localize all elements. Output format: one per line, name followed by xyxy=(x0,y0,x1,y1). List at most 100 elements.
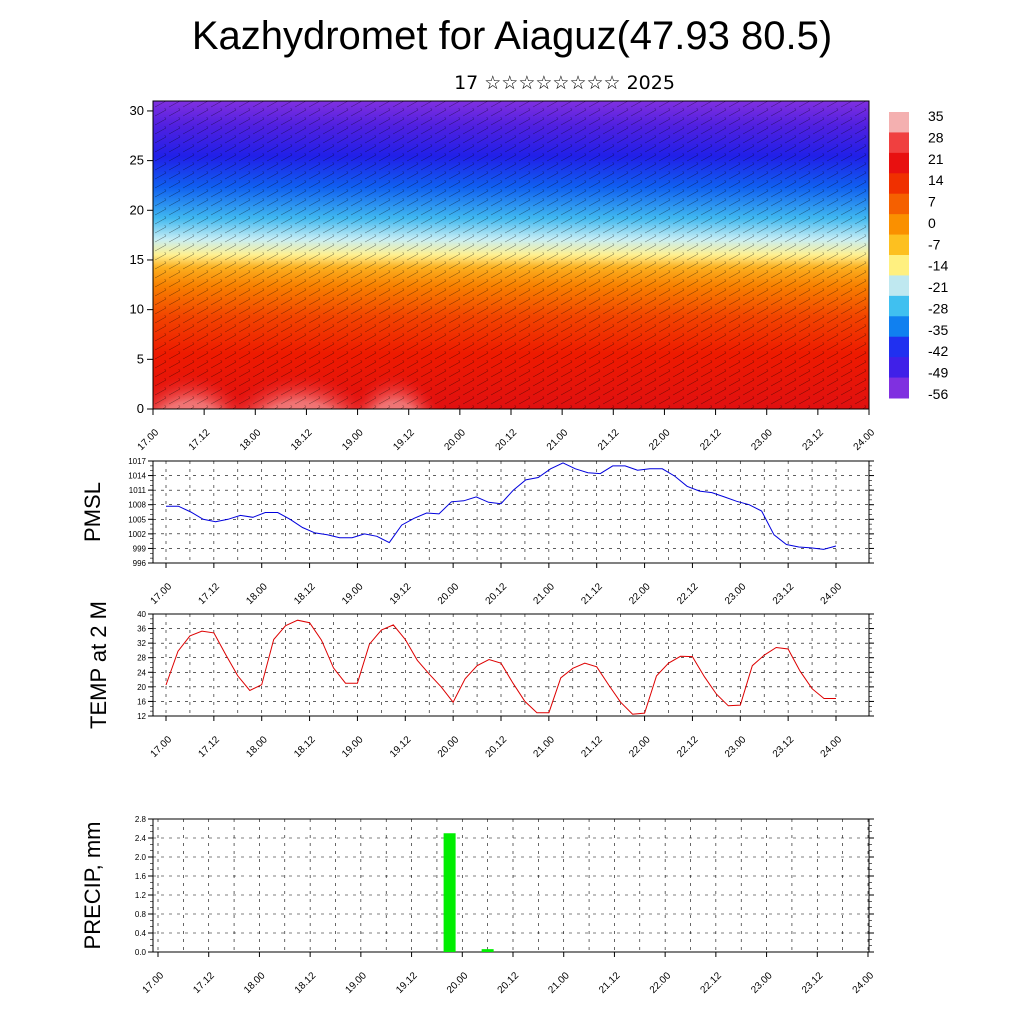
colorbar-segment xyxy=(889,275,909,297)
pmsl-xtick-label: 24.00 xyxy=(819,581,845,607)
precip-xtick-label: 19.00 xyxy=(344,970,370,996)
precip-bar xyxy=(481,949,494,952)
pmsl-ytick-label: 1002 xyxy=(128,530,146,539)
temp-ytick-label: 12 xyxy=(137,712,146,721)
precip-frame xyxy=(152,818,870,953)
temp-series-line xyxy=(165,619,836,715)
colorbar-segment xyxy=(889,357,909,379)
temp-xtick-label: 22.12 xyxy=(675,734,701,760)
heatmap-xtick-label: 23.12 xyxy=(801,427,827,453)
pmsl-xtick-label: 18.00 xyxy=(244,581,270,607)
temp-xtick-label: 24.00 xyxy=(819,734,845,760)
pmsl-ytick-label: 1014 xyxy=(128,472,146,481)
pmsl-xtick-label: 20.00 xyxy=(436,581,462,607)
precip-xtick-label: 21.12 xyxy=(597,970,623,996)
colorbar-segment xyxy=(889,152,909,174)
temp-xtick-label: 21.00 xyxy=(532,734,558,760)
colorbar-label: 21 xyxy=(928,151,944,167)
pmsl-xtick-label: 18.12 xyxy=(292,581,318,607)
pmsl-ytick-label: 1008 xyxy=(128,501,146,510)
precip-xtick-label: 20.00 xyxy=(445,970,471,996)
colorbar-segment xyxy=(889,336,909,358)
pmsl-xtick-label: 22.00 xyxy=(627,581,653,607)
precip-xtick-label: 17.12 xyxy=(191,970,217,996)
temp-xtick-label: 17.12 xyxy=(197,734,223,760)
heatmap-xtick-label: 20.00 xyxy=(443,427,469,453)
colorbar-label: -56 xyxy=(928,386,948,402)
pmsl-xtick-label: 22.12 xyxy=(675,581,701,607)
precip-xtick-label: 22.00 xyxy=(648,970,674,996)
pmsl-ytick-label: 1017 xyxy=(128,457,146,466)
colorbar-label: 7 xyxy=(928,194,936,210)
colorbar-segment xyxy=(889,193,909,215)
temp-xtick-label: 21.12 xyxy=(579,734,605,760)
heatmap-ytick-label: 5 xyxy=(137,351,144,366)
pmsl-panel: 996 999 1002 1005 1008 1011 1014 1017 17.00 17.12… xyxy=(80,457,874,607)
pmsl-xtick-label: 20.12 xyxy=(484,581,510,607)
heatmap-xtick-label: 21.00 xyxy=(545,427,571,453)
heatmap-xtick-label: 22.12 xyxy=(698,427,724,453)
pmsl-ytick-label: 1005 xyxy=(128,515,146,524)
temp-ytick-label: 40 xyxy=(137,610,146,619)
heatmap-xtick-label: 18.00 xyxy=(238,427,264,453)
temp-xtick-label: 19.00 xyxy=(340,734,366,760)
colorbar-label: -28 xyxy=(928,300,948,316)
colorbar-segment xyxy=(889,214,909,236)
temp-frame xyxy=(152,613,870,717)
temp-xtick-label: 17.00 xyxy=(149,734,175,760)
pmsl-xtick-label: 17.00 xyxy=(149,581,175,607)
precip-xtick-label: 18.12 xyxy=(293,970,319,996)
heatmap-xtick-label: 20.12 xyxy=(494,427,520,453)
colorbar-label: 28 xyxy=(928,129,944,145)
precip-ytick-label: 0.0 xyxy=(135,948,147,957)
precip-ytick-label: 2.0 xyxy=(135,853,147,862)
temp-ytick-label: 24 xyxy=(137,668,146,677)
precip-ytick-label: 1.2 xyxy=(135,891,147,900)
pmsl-xtick-label: 19.12 xyxy=(388,581,414,607)
precip-xtick-label: 20.12 xyxy=(496,970,522,996)
heatmap-xtick-label: 18.12 xyxy=(289,427,315,453)
colorbar-segment xyxy=(889,316,909,338)
colorbar-segment xyxy=(889,377,909,399)
precip-xtick-label: 24.00 xyxy=(851,970,877,996)
temp-xtick-label: 18.12 xyxy=(292,734,318,760)
precip-ytick-label: 2.4 xyxy=(135,834,147,843)
heatmap-xtick-label: 19.00 xyxy=(340,427,366,453)
heatmap-xtick-label: 23.00 xyxy=(749,427,775,453)
heatmap-xtick-label: 22.00 xyxy=(647,427,673,453)
heatmap-panel: 0 5 10 15 20 25 30 17.00 17.12 18.00 18.12 19.00 19.… xyxy=(130,100,878,453)
heatmap-ytick-label: 20 xyxy=(130,202,144,217)
precip-xtick-label: 21.00 xyxy=(546,970,572,996)
precip-ylabel: PRECIP, mm xyxy=(80,822,105,950)
pmsl-xtick-label: 19.00 xyxy=(340,581,366,607)
temp-xtick-label: 22.00 xyxy=(627,734,653,760)
heatmap-ytick-label: 0 xyxy=(137,401,144,416)
pmsl-xtick-label: 21.00 xyxy=(532,581,558,607)
precip-panel: 0.0 0.4 0.8 1.2 1.6 2.0 2.4 2.8 17.00 17.12 18.00 1… xyxy=(80,815,876,996)
heatmap-ytick-label: 30 xyxy=(130,103,144,118)
precip-xtick-label: 23.00 xyxy=(749,970,775,996)
chart-subtitle: 17 ☆☆☆☆☆☆☆☆ 2025 xyxy=(454,72,675,94)
pmsl-ytick-label: 996 xyxy=(133,559,147,568)
heatmap-xtick-label: 17.12 xyxy=(187,427,213,453)
precip-ytick-label: 0.8 xyxy=(135,910,147,919)
colorbar-segment xyxy=(889,295,909,317)
heatmap-xtick-label: 24.00 xyxy=(852,427,878,453)
heatmap-ytick-label: 25 xyxy=(130,153,144,168)
colorbar-label: -21 xyxy=(928,279,948,295)
temp-ytick-label: 16 xyxy=(137,697,146,706)
colorbar-segment xyxy=(889,112,909,133)
temp-xtick-label: 20.00 xyxy=(436,734,462,760)
precip-bar xyxy=(443,833,456,952)
pmsl-xtick-label: 21.12 xyxy=(579,581,605,607)
temp-xtick-label: 20.12 xyxy=(484,734,510,760)
precip-xtick-label: 22.12 xyxy=(699,970,725,996)
chart-title: Kazhydromet for Aiaguz(47.93 80.5) xyxy=(191,14,833,58)
colorbar-label: -7 xyxy=(928,236,941,252)
heatmap-xtick-label: 17.00 xyxy=(136,427,162,453)
pmsl-xtick-label: 23.12 xyxy=(771,581,797,607)
colorbar-segment xyxy=(889,255,909,276)
heatmap-ytick-label: 15 xyxy=(130,252,144,267)
temp-ytick-label: 36 xyxy=(137,625,146,634)
colorbar-label: -49 xyxy=(928,365,948,381)
